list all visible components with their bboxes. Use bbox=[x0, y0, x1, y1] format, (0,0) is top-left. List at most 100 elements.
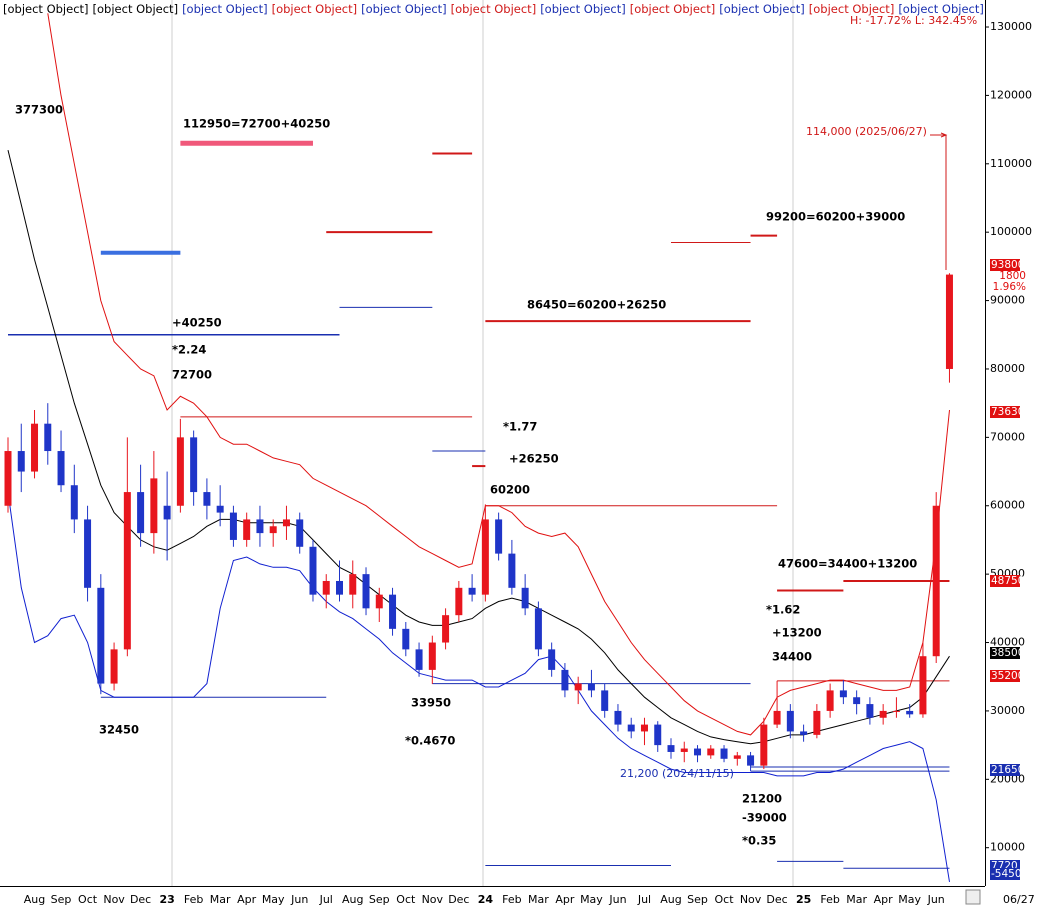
candle-body bbox=[813, 710, 821, 735]
x-tick-label: May bbox=[262, 893, 285, 906]
candle-body bbox=[415, 649, 423, 670]
price-tag-box bbox=[990, 868, 1020, 880]
candle-body bbox=[389, 594, 397, 629]
x-tick-label: 24 bbox=[478, 893, 494, 906]
y-tick-label: 10000 bbox=[990, 841, 1025, 854]
candle-body bbox=[309, 546, 317, 595]
x-tick-label: Dec bbox=[448, 893, 469, 906]
candle-body bbox=[826, 690, 834, 711]
annotation: 377300 bbox=[15, 103, 63, 117]
candle-body bbox=[70, 485, 78, 520]
candle-body bbox=[508, 553, 516, 588]
header-part: [object Object] bbox=[719, 2, 805, 16]
y-tick-label: 120000 bbox=[990, 88, 1032, 101]
annotation: *2.24 bbox=[172, 343, 206, 357]
header-part: [object Object] bbox=[451, 2, 537, 16]
x-tick-label: Apr bbox=[237, 893, 257, 906]
y-tick-label: 90000 bbox=[990, 294, 1025, 307]
x-tick-label: May bbox=[898, 893, 921, 906]
candle-body bbox=[269, 526, 277, 534]
candle-body bbox=[31, 423, 39, 472]
price-tag-box bbox=[990, 575, 1020, 587]
x-tick-label: Oct bbox=[78, 893, 98, 906]
y-tick-label: 30000 bbox=[990, 704, 1025, 717]
annotation: 72700 bbox=[172, 368, 212, 382]
annotation: 33950 bbox=[411, 696, 451, 710]
candle-body bbox=[892, 710, 900, 712]
candle-body bbox=[190, 437, 198, 493]
band-upper bbox=[47, 13, 950, 736]
y-tick-label: 110000 bbox=[990, 157, 1032, 170]
candle-body bbox=[203, 492, 211, 506]
candle-body bbox=[322, 580, 330, 595]
candle-body bbox=[786, 710, 794, 732]
candle-body bbox=[879, 710, 887, 718]
candle-body bbox=[614, 710, 622, 725]
x-tick-label: Jun bbox=[290, 893, 308, 906]
candle-body bbox=[84, 519, 92, 588]
candle-body bbox=[4, 451, 12, 506]
candle-body bbox=[442, 615, 450, 643]
candle-body bbox=[707, 748, 715, 756]
candle-body bbox=[932, 505, 940, 657]
candle-body bbox=[773, 710, 781, 725]
x-tick-label: 23 bbox=[159, 893, 174, 906]
band-middle bbox=[7, 149, 950, 745]
price-tag-box bbox=[990, 406, 1020, 418]
candle-body bbox=[906, 710, 914, 715]
y-tick-label: 130000 bbox=[990, 20, 1032, 33]
candle-body bbox=[97, 587, 105, 684]
header: [object Object] [object Object] [object Ob… bbox=[3, 2, 984, 16]
annotation: 47600=34400+13200 bbox=[778, 557, 917, 571]
candle-body bbox=[521, 587, 529, 609]
y-tick-label: 70000 bbox=[990, 430, 1025, 443]
annotation: 112950=72700+40250 bbox=[183, 117, 330, 131]
candle-body bbox=[336, 580, 343, 595]
candle-body bbox=[640, 724, 648, 732]
candle-body bbox=[800, 731, 808, 735]
candle-body bbox=[17, 451, 25, 472]
candle-body bbox=[548, 649, 556, 670]
annotation: *1.77 bbox=[503, 420, 537, 434]
band-lower bbox=[7, 492, 950, 882]
candle-body bbox=[534, 608, 542, 650]
candle-body bbox=[123, 492, 131, 650]
candle-body bbox=[468, 587, 476, 595]
annotation: -39000 bbox=[742, 811, 787, 825]
candle-body bbox=[654, 724, 662, 746]
x-tick-label: Jun bbox=[608, 893, 626, 906]
annotation: *0.35 bbox=[742, 834, 776, 848]
annotation: 32450 bbox=[99, 723, 139, 737]
candle-body bbox=[229, 512, 237, 540]
candle-body bbox=[747, 755, 755, 766]
header-part: [object Object] bbox=[182, 2, 268, 16]
candle-body bbox=[243, 519, 251, 540]
header-part: [object Object] bbox=[630, 2, 716, 16]
price-tag-box bbox=[990, 259, 1020, 271]
candle-body bbox=[680, 748, 688, 752]
header-part: [object Object] bbox=[809, 2, 895, 16]
x-tick-label: Dec bbox=[766, 893, 787, 906]
x-tick-label: Mar bbox=[846, 893, 867, 906]
candle-body bbox=[282, 519, 290, 527]
candle-body bbox=[296, 519, 304, 547]
x-tick-label: Oct bbox=[715, 893, 735, 906]
annotation: +40250 bbox=[172, 316, 222, 330]
x-tick-label: Feb bbox=[502, 893, 521, 906]
last-date: 06/27 bbox=[1003, 893, 1035, 906]
header-part: [object Object] bbox=[3, 2, 89, 16]
price-tag: 48750 bbox=[991, 575, 1024, 587]
x-tick-label: Mar bbox=[528, 893, 549, 906]
x-tick-label: Feb bbox=[820, 893, 839, 906]
candle-body bbox=[627, 724, 635, 732]
x-tick-label: Nov bbox=[422, 893, 444, 906]
annotation: 21200 bbox=[742, 792, 782, 806]
candle-body bbox=[216, 505, 224, 513]
x-tick-label: Jun bbox=[927, 893, 945, 906]
candle-body bbox=[574, 683, 582, 691]
x-tick-label: Sep bbox=[51, 893, 72, 906]
icon[interactable] bbox=[965, 889, 981, 905]
x-tick-label: Dec bbox=[130, 893, 151, 906]
candle-body bbox=[402, 628, 410, 650]
